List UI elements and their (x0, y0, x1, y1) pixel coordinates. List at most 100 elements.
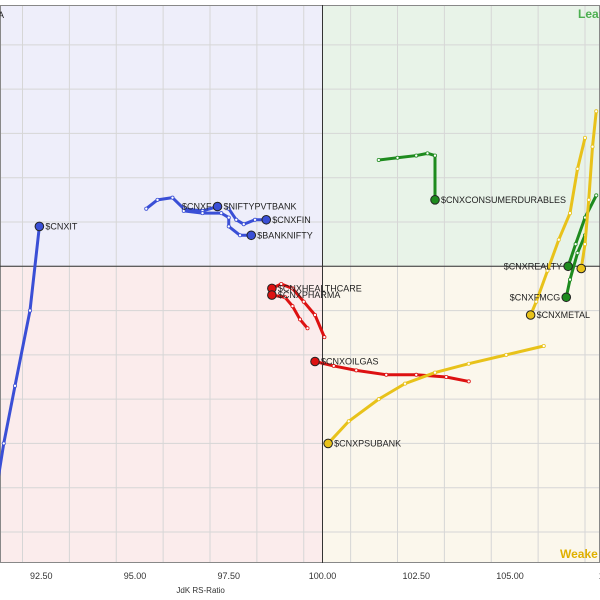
center-axes (0, 5, 600, 563)
quadrant-backgrounds (0, 5, 600, 563)
tail-point-cnxpharma (282, 295, 287, 300)
head-niftypvtbank[interactable] (212, 201, 223, 212)
tail-point-cnxoilgas (354, 368, 359, 373)
x-tick-label: 92.50 (30, 571, 53, 581)
tail-point-cnxhealthcare (322, 335, 327, 340)
tail-point-banknifty (219, 211, 224, 216)
x-tick-label: 100.00 (309, 571, 337, 581)
x-axis-title: JdK RS-Ratio (176, 586, 225, 595)
tail-point-cnxit (1, 441, 6, 446)
tail-point-cnxconsumerdurables (425, 151, 430, 156)
tail-point-banknifty (226, 215, 231, 220)
tail-point-cnxmetal (545, 268, 550, 273)
quadrant-lagging (0, 266, 323, 563)
tail-point-cnxpsubank (376, 397, 381, 402)
head-cnxmetal[interactable] (525, 310, 536, 320)
tail-point-cnxpsubank (466, 361, 471, 366)
tail-point-cnxfin (252, 217, 257, 222)
tail-point-cnxauto (594, 109, 599, 114)
tail-point-cnxpharma (290, 304, 295, 309)
x-tick-labels: 92.50 95.00 97.50 100.00 102.50 105.00 10 (30, 571, 600, 581)
label-cnxrealty: $CNXREALTY (504, 261, 562, 271)
head-cnxit[interactable] (34, 221, 45, 232)
tail-point-cnxhealthcare (279, 281, 284, 286)
quadrant-leading (322, 5, 600, 267)
tail-point-cnxfmcg (568, 277, 573, 282)
tail-point-cnxpharma (305, 326, 310, 331)
label-cnxoilgas: $CNXOILGAS (321, 357, 379, 367)
tail-point-cnxpsubank (402, 381, 407, 386)
tail-point-cnxoilgas (444, 374, 449, 379)
x-tick-label: 102.50 (402, 571, 430, 581)
label-niftypvtbank: $NIFTYPVTBANK (224, 202, 297, 212)
tail-cnxpsubank (326, 344, 546, 445)
tail-point-banknifty (181, 208, 186, 213)
x-tick-label: 105.00 (496, 571, 524, 581)
head-cnxfin[interactable] (261, 214, 272, 225)
head-cnxpharma[interactable] (267, 290, 277, 300)
tail-point-cnxauto (583, 242, 588, 247)
tail-point-cnxhealthcare (290, 286, 295, 291)
tail-point-cnxfin (234, 217, 239, 222)
tail-point-cnxpsubank (504, 352, 509, 357)
tail-point-banknifty (226, 224, 231, 229)
tail-point-cnxauto (590, 144, 595, 149)
x-tick-label: 10 (599, 571, 600, 581)
label-cnxhealthcare: $CNXHEALTHCARE (278, 283, 362, 293)
tail-point-cnxhealthcare (301, 299, 306, 304)
tail-point-cnxit (27, 308, 32, 313)
tail-point-banknifty (200, 211, 205, 216)
tail-point-cnxmetal (568, 211, 573, 216)
tail-cnxrealty (566, 193, 598, 268)
tail-point-cnxit (12, 383, 17, 388)
quadrant-label-leading: Lea (578, 7, 599, 21)
tail-point-cnxoilgas (331, 363, 336, 368)
quadrant-label-improving: A (0, 10, 4, 20)
quadrant-label-weakening: Weake (560, 547, 598, 561)
tail-point-cnxoilgas (384, 372, 389, 377)
label-cnxpsubank: $CNXPSUBANK (334, 438, 401, 448)
tail-point-cnxrealty (594, 193, 599, 198)
head-cnxauto[interactable] (576, 263, 587, 274)
tail-point-cnxconsumerdurables (414, 153, 419, 158)
head-cnxpsubank[interactable] (323, 438, 333, 449)
label-cnxfmcg: $CNXFMCG (510, 292, 561, 302)
quadrant-labels: Lea Weake A (0, 7, 599, 561)
tail-point-cnxmetal (556, 237, 561, 242)
x-tick-label: 95.00 (124, 571, 147, 581)
tail-point-cnxoilgas (414, 372, 419, 377)
head-banknifty[interactable] (246, 230, 257, 241)
tail-point-cnxconsumerdurables (395, 155, 400, 160)
tail-point-cnxmetal (575, 166, 580, 171)
head-cnxconsumerdurables[interactable] (430, 195, 440, 205)
tail-niftypvtbank (144, 196, 219, 213)
tail-point-cnxconsumerdurables (432, 153, 437, 158)
series-tails (0, 109, 599, 477)
series-heads[interactable] (34, 195, 587, 449)
head-cnxoilgas[interactable] (310, 356, 320, 367)
tail-point-cnxconsumerdurables (376, 157, 381, 162)
tail-point-cnxfin (241, 222, 246, 227)
tail-point-niftypvtbank (155, 197, 160, 202)
tail-point-niftypvtbank (170, 195, 175, 200)
tail-point-cnxfmcg (575, 250, 580, 255)
tail-point-cnxmetal (583, 135, 588, 140)
tail-point-cnxpharma (297, 317, 302, 322)
series-labels: $CNXIT $CNXCONSUMERDURABLES $CNXHEALTHCARE… (45, 195, 590, 449)
tail-point-cnxauto (586, 197, 591, 202)
tail-point-cnxoilgas (466, 379, 471, 384)
label-cnxfin: $CNXFIN (272, 215, 311, 225)
tail-cnxfmcg (564, 233, 587, 299)
tail-point-cnxpsubank (541, 343, 546, 348)
label-cnxf: $CNXF (182, 202, 212, 212)
tail-cnxconsumerdurables (377, 151, 437, 202)
label-cnxpharma: $CNXPHARMA (278, 290, 341, 300)
tail-point-cnxpsubank (346, 419, 351, 424)
tail-point-cnxfin (226, 206, 231, 211)
tail-point-cnxhealthcare (312, 312, 317, 317)
head-cnxrealty[interactable] (563, 261, 573, 272)
tail-point-banknifty (237, 233, 242, 238)
head-cnxfmcg[interactable] (561, 292, 572, 303)
tail-point-cnxmetal (534, 299, 539, 304)
